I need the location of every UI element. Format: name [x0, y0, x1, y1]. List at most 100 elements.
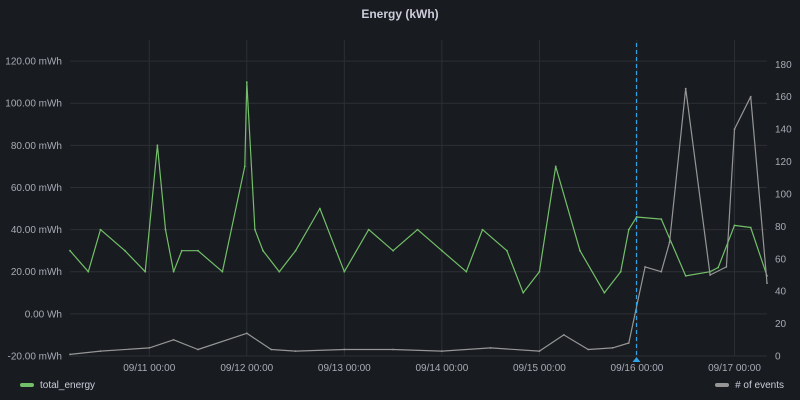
x-tick-label: 09/14 00:00 [415, 363, 468, 374]
data-point [579, 249, 581, 252]
y-right-tick-label: 20 [775, 319, 787, 330]
data-point [278, 270, 281, 273]
series-total-energy [69, 81, 768, 294]
y-right-tick-label: 40 [775, 287, 787, 298]
legend-item-total-energy[interactable]: total_energy [20, 378, 95, 392]
legend-label-events: # of events [735, 379, 784, 391]
data-point [668, 241, 671, 244]
y-left-tick-label: 60.00 mWh [11, 183, 62, 194]
data-point [733, 128, 736, 131]
y-right-tick-label: 60 [775, 254, 787, 265]
data-point [465, 270, 468, 273]
data-point [562, 334, 565, 336]
x-tick-label: 09/11 00:00 [123, 363, 176, 374]
events-swatch [715, 383, 730, 387]
y-left-tick-label: 120.00 mWh [5, 57, 62, 68]
data-point [245, 81, 248, 83]
data-point [343, 270, 346, 273]
data-point [522, 291, 525, 294]
data-point [69, 353, 71, 356]
data-point [392, 249, 394, 252]
data-point [245, 332, 248, 335]
data-point [156, 144, 159, 147]
data-point [441, 249, 443, 252]
x-axis: 09/11 00:00 09/12 00:00 09/13 00:00 09/14 0… [123, 363, 761, 374]
legend-label-total-energy: total_energy [40, 379, 96, 391]
y-right-tick-label: 180 [775, 60, 792, 71]
data-point [392, 348, 394, 351]
data-point [644, 266, 646, 268]
data-point [603, 291, 606, 294]
data-point [538, 270, 541, 273]
data-point [627, 228, 630, 231]
data-point [506, 249, 508, 252]
data-point [172, 338, 175, 341]
y-left-tick-label: 40.00 mWh [11, 225, 62, 236]
y-left-tick-label: -20.00 mWh [8, 352, 62, 363]
x-tick-label: 09/17 00:00 [708, 363, 761, 374]
data-point [172, 270, 175, 273]
data-point [254, 228, 256, 231]
data-point [319, 207, 321, 210]
y-right-tick-label: 100 [775, 189, 792, 200]
data-point [335, 249, 338, 252]
x-tick-label: 09/15 00:00 [513, 363, 566, 374]
data-point [554, 165, 557, 168]
data-point [717, 266, 720, 269]
data-point [709, 274, 711, 276]
x-tick-label: 09/13 00:00 [318, 363, 371, 374]
data-point [99, 228, 102, 231]
data-point [221, 270, 224, 273]
data-point [766, 282, 768, 284]
data-point [587, 348, 590, 351]
data-point [294, 350, 297, 352]
data-point [441, 350, 443, 352]
y-right-axis: 0 20 40 60 80 100 120 140 160 180 [775, 60, 792, 363]
x-tick-label: 09/16 00:00 [611, 363, 664, 374]
legend-item-events[interactable]: # of events [715, 378, 784, 392]
y-right-tick-label: 160 [775, 92, 792, 103]
marker-handle-icon [632, 357, 641, 362]
data-point [619, 270, 622, 273]
x-tick-label: 09/12 00:00 [220, 363, 273, 374]
y-right-tick-label: 120 [775, 157, 792, 168]
data-point [294, 249, 297, 252]
data-point [627, 342, 630, 344]
data-point [489, 347, 492, 349]
y-right-tick-label: 140 [775, 125, 792, 136]
y-left-tick-label: 20.00 mWh [11, 267, 62, 278]
data-point [87, 270, 90, 273]
data-point [367, 228, 370, 231]
data-point [635, 216, 638, 218]
data-point [749, 95, 752, 98]
y-left-axis: -20.00 mWh 0.00 Wh 20.00 mWh 40.00 mWh 60.00… [5, 57, 62, 363]
y-left-tick-label: 100.00 mWh [5, 99, 62, 110]
total-energy-swatch [20, 383, 34, 387]
data-point [660, 218, 663, 221]
grid-lines [70, 40, 767, 357]
data-point [538, 350, 541, 352]
data-point [270, 348, 273, 351]
data-point [416, 228, 419, 231]
data-point [180, 249, 183, 252]
data-point [262, 249, 264, 252]
data-point [197, 249, 199, 252]
data-point [99, 350, 102, 352]
data-point [684, 87, 687, 90]
data-point [69, 249, 71, 252]
data-point [124, 249, 126, 252]
y-right-tick-label: 80 [775, 222, 787, 233]
data-point [243, 165, 246, 168]
data-point [749, 226, 752, 229]
data-point [481, 228, 484, 231]
data-point [343, 348, 346, 351]
y-right-tick-label: 0 [775, 352, 781, 363]
chart-title: Energy (kWh) [361, 7, 439, 21]
data-point [725, 266, 728, 268]
time-marker[interactable] [632, 43, 641, 362]
y-left-tick-label: 0.00 Wh [25, 309, 62, 320]
data-point [733, 224, 736, 227]
data-point [144, 270, 147, 273]
data-point [611, 347, 614, 349]
